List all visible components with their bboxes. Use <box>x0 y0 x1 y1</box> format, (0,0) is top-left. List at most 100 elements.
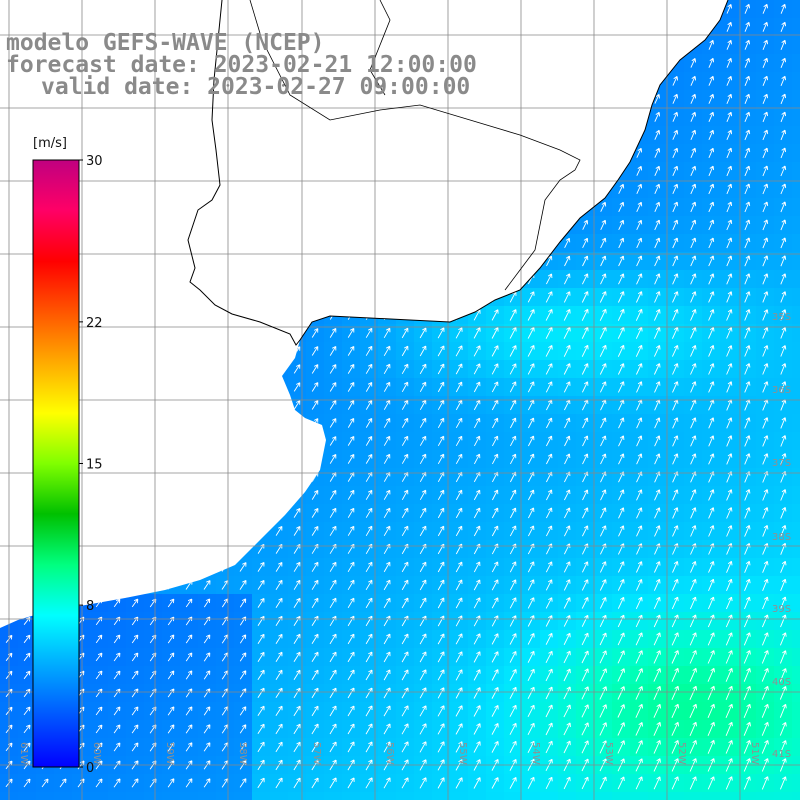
longitude-label: 59W <box>164 742 175 765</box>
wind-arrow <box>455 381 463 393</box>
wind-arrow <box>401 705 409 717</box>
wind-arrow <box>599 344 607 357</box>
wind-arrow <box>113 364 121 374</box>
wind-arrow <box>510 94 516 104</box>
wind-cell <box>162 558 180 576</box>
wind-arrow <box>599 704 607 718</box>
wind-arrow <box>167 274 175 284</box>
wind-arrow <box>473 381 481 393</box>
wind-arrow <box>185 598 193 608</box>
wind-arrow <box>564 130 571 140</box>
wind-arrow <box>23 436 31 446</box>
wind-arrow <box>600 4 606 14</box>
wind-arrow <box>563 740 571 754</box>
wind-arrow <box>708 435 715 447</box>
wind-arrow <box>671 596 679 610</box>
wind-arrow <box>437 309 445 321</box>
wind-arrow <box>365 382 373 392</box>
wind-arrow <box>401 525 409 537</box>
wind-arrow <box>131 490 139 500</box>
wind-arrow <box>23 346 31 356</box>
wind-arrow <box>185 256 193 266</box>
wind-arrow <box>672 93 679 104</box>
wind-arrow <box>168 166 175 176</box>
wind-arrow <box>581 632 589 646</box>
wind-arrow <box>113 724 121 734</box>
wind-arrow <box>222 148 229 158</box>
wind-arrow <box>582 112 588 122</box>
colorbar-tick-label: 0 <box>86 761 94 776</box>
wind-arrow <box>492 76 498 86</box>
wind-arrow <box>437 381 445 393</box>
wind-arrow <box>275 490 283 500</box>
longitude-label: 53W <box>603 742 614 765</box>
wind-arrow <box>347 274 355 284</box>
wind-cell <box>36 792 54 800</box>
wind-arrow <box>383 489 391 500</box>
wind-arrow <box>239 742 247 752</box>
wind-arrow <box>455 507 463 519</box>
wind-arrow <box>492 184 499 194</box>
wind-cell <box>522 0 540 18</box>
wind-arrow <box>113 634 121 644</box>
wind-arrow <box>293 741 301 753</box>
wind-cell <box>522 792 540 800</box>
wind-arrow <box>546 435 553 447</box>
wind-arrow <box>365 741 373 753</box>
wind-cell <box>486 252 504 270</box>
wind-cell <box>108 288 126 306</box>
wind-cell <box>378 234 396 252</box>
wind-arrow <box>780 489 787 501</box>
wind-arrow <box>564 58 570 68</box>
wind-arrow <box>510 202 517 212</box>
wind-cell <box>414 0 432 18</box>
wind-cell <box>666 0 684 18</box>
wind-cell <box>468 90 486 108</box>
wind-arrow <box>654 94 660 104</box>
wind-arrow <box>510 148 516 158</box>
wind-cell <box>504 54 522 72</box>
wind-arrow <box>726 147 733 159</box>
wind-arrow <box>420 22 426 32</box>
wind-arrow <box>744 219 751 231</box>
wind-arrow <box>618 273 625 285</box>
wind-cell <box>324 288 342 306</box>
wind-arrow <box>437 363 445 375</box>
wind-cell <box>270 252 288 270</box>
wind-arrow <box>780 507 787 519</box>
wind-cell <box>792 54 800 72</box>
wind-arrow <box>599 579 607 591</box>
wind-cell <box>792 216 800 234</box>
wind-arrow <box>510 435 517 447</box>
wind-cell <box>144 288 162 306</box>
wind-arrow <box>689 667 697 682</box>
wind-cell <box>468 288 486 306</box>
wind-arrow <box>527 650 535 663</box>
wind-arrow <box>275 669 283 681</box>
wind-arrow <box>689 740 697 754</box>
wind-arrow <box>473 633 481 645</box>
wind-arrow <box>329 507 337 518</box>
wind-arrow <box>365 561 373 573</box>
wind-cell <box>648 18 666 36</box>
wind-arrow <box>690 507 697 519</box>
wind-arrow <box>131 364 139 374</box>
wind-cell <box>684 792 702 800</box>
wind-arrow <box>221 382 229 392</box>
latitude-label: 36S <box>772 385 791 396</box>
wind-cell <box>126 360 144 378</box>
wind-arrow <box>545 722 553 736</box>
wind-arrow <box>438 148 444 158</box>
wind-cell <box>396 0 414 18</box>
wind-arrow <box>257 472 265 482</box>
wind-arrow <box>672 4 679 14</box>
wind-cell <box>90 0 108 18</box>
wind-arrow <box>311 597 319 609</box>
wind-cell <box>252 234 270 252</box>
wind-arrow <box>384 220 391 230</box>
wind-arrow <box>330 220 337 230</box>
wind-arrow <box>330 184 336 194</box>
wind-cell <box>792 558 800 576</box>
wind-arrow <box>419 633 427 645</box>
wind-cell <box>432 108 450 126</box>
